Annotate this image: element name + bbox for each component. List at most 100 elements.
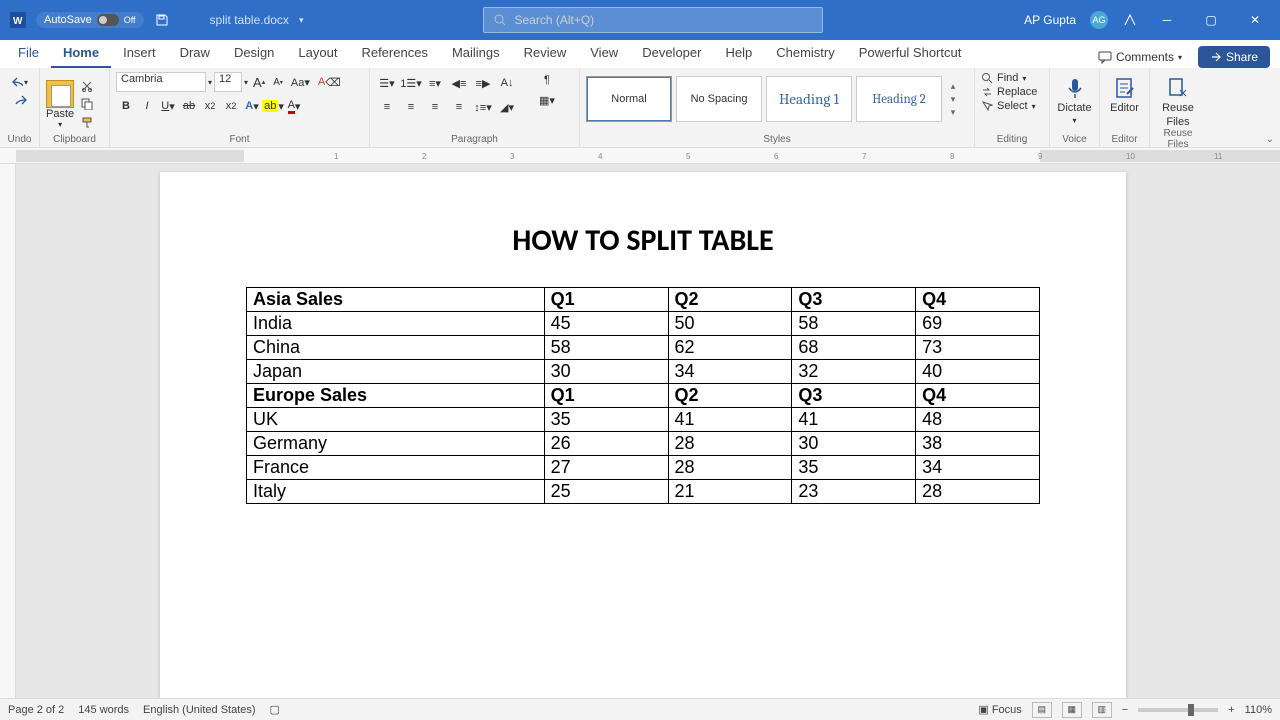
vertical-ruler[interactable]: [0, 164, 16, 698]
underline-button[interactable]: U▾: [158, 96, 178, 116]
shrink-font-button[interactable]: A▾: [270, 75, 286, 90]
table-cell[interactable]: 21: [668, 480, 792, 504]
table-cell[interactable]: 30: [792, 432, 916, 456]
table-cell[interactable]: Q1: [544, 288, 668, 312]
page-info[interactable]: Page 2 of 2: [8, 704, 64, 716]
tab-powerful-shortcut[interactable]: Powerful Shortcut: [847, 41, 974, 68]
tab-references[interactable]: References: [349, 41, 439, 68]
table-cell[interactable]: 27: [544, 456, 668, 480]
table-cell[interactable]: Q2: [668, 384, 792, 408]
tab-layout[interactable]: Layout: [286, 41, 349, 68]
font-size-select[interactable]: 12: [214, 72, 242, 92]
table-cell[interactable]: Q4: [916, 288, 1040, 312]
tab-developer[interactable]: Developer: [630, 41, 713, 68]
table-cell[interactable]: 35: [792, 456, 916, 480]
editor-button[interactable]: Editor: [1106, 70, 1143, 114]
table-cell[interactable]: 73: [916, 336, 1040, 360]
style-nospacing[interactable]: No Spacing: [676, 76, 762, 122]
font-size-chevron-icon[interactable]: ▾: [244, 78, 248, 87]
table-cell[interactable]: 45: [544, 312, 668, 336]
search-box[interactable]: Search (Alt+Q): [483, 7, 823, 33]
table-cell[interactable]: Germany: [247, 432, 545, 456]
coming-soon-icon[interactable]: [1122, 12, 1138, 28]
horizontal-ruler[interactable]: 1234567891011: [0, 148, 1280, 164]
justify-button[interactable]: ≡: [448, 96, 470, 118]
table-cell[interactable]: 28: [668, 432, 792, 456]
change-case-button[interactable]: Aa▾: [288, 74, 313, 91]
web-layout-button[interactable]: ▥: [1092, 702, 1112, 718]
align-left-button[interactable]: ≡: [376, 96, 398, 118]
collapse-ribbon-button[interactable]: ⌄: [1266, 134, 1274, 145]
bullets-button[interactable]: ☰▾: [376, 72, 398, 94]
autosave-toggle[interactable]: AutoSave Off: [36, 12, 144, 28]
table-cell[interactable]: 28: [916, 480, 1040, 504]
macro-record-icon[interactable]: ▢: [270, 703, 280, 716]
minimize-button[interactable]: ─: [1152, 13, 1182, 27]
grow-font-button[interactable]: A▴: [250, 73, 268, 92]
table-cell[interactable]: 28: [668, 456, 792, 480]
font-color-button[interactable]: A▾: [284, 96, 304, 116]
font-name-select[interactable]: Cambria: [116, 72, 206, 92]
table-cell[interactable]: Asia Sales: [247, 288, 545, 312]
replace-button[interactable]: Replace: [981, 86, 1043, 98]
share-button[interactable]: Share: [1198, 46, 1270, 68]
align-right-button[interactable]: ≡: [424, 96, 446, 118]
show-marks-button[interactable]: ¶: [536, 72, 558, 88]
tab-mailings[interactable]: Mailings: [440, 41, 512, 68]
reuse-files-button[interactable]: Reuse Files: [1156, 70, 1200, 128]
italic-button[interactable]: I: [137, 96, 157, 116]
table-cell[interactable]: 34: [916, 456, 1040, 480]
tab-chemistry[interactable]: Chemistry: [764, 41, 847, 68]
zoom-out-button[interactable]: −: [1122, 704, 1128, 716]
highlight-button[interactable]: ab▾: [263, 96, 283, 116]
find-button[interactable]: Find▾: [981, 72, 1043, 84]
clear-format-button[interactable]: A⌫: [315, 74, 344, 91]
increase-indent-button[interactable]: ≡▶: [472, 72, 494, 94]
document-page[interactable]: HOW TO SPLIT TABLE Asia SalesQ1Q2Q3Q4Ind…: [160, 172, 1126, 698]
superscript-button[interactable]: x2: [221, 96, 241, 116]
style-heading2[interactable]: Heading 2: [856, 76, 942, 122]
numbering-button[interactable]: 1☰▾: [400, 72, 422, 94]
tab-insert[interactable]: Insert: [111, 41, 168, 68]
table-cell[interactable]: 35: [544, 408, 668, 432]
zoom-in-button[interactable]: +: [1228, 704, 1234, 716]
table-cell[interactable]: Q1: [544, 384, 668, 408]
filename-chevron-icon[interactable]: ▾: [299, 15, 304, 26]
table-cell[interactable]: 34: [668, 360, 792, 384]
table-cell[interactable]: 58: [792, 312, 916, 336]
strike-button[interactable]: ab: [179, 96, 199, 116]
shading-button[interactable]: ◢▾: [496, 96, 518, 118]
table-cell[interactable]: 26: [544, 432, 668, 456]
table-cell[interactable]: 50: [668, 312, 792, 336]
tab-draw[interactable]: Draw: [168, 41, 222, 68]
table-cell[interactable]: Europe Sales: [247, 384, 545, 408]
table-cell[interactable]: India: [247, 312, 545, 336]
table-cell[interactable]: 25: [544, 480, 668, 504]
table-cell[interactable]: Q3: [792, 384, 916, 408]
save-icon[interactable]: [154, 12, 170, 28]
table-cell[interactable]: 40: [916, 360, 1040, 384]
paste-chevron-icon[interactable]: ▾: [58, 120, 62, 129]
table-cell[interactable]: Q4: [916, 384, 1040, 408]
redo-button[interactable]: [8, 92, 31, 108]
subscript-button[interactable]: x2: [200, 96, 220, 116]
table-cell[interactable]: 68: [792, 336, 916, 360]
styles-more-button[interactable]: ▴▾▾: [946, 81, 960, 118]
multilevel-button[interactable]: ≡▾: [424, 72, 446, 94]
text-effects-button[interactable]: A▾: [242, 96, 262, 116]
table-cell[interactable]: Q3: [792, 288, 916, 312]
table-cell[interactable]: Japan: [247, 360, 545, 384]
cut-button[interactable]: [78, 78, 96, 94]
table-cell[interactable]: 58: [544, 336, 668, 360]
table-cell[interactable]: Italy: [247, 480, 545, 504]
table-cell[interactable]: China: [247, 336, 545, 360]
font-name-chevron-icon[interactable]: ▾: [208, 78, 212, 87]
table-cell[interactable]: 30: [544, 360, 668, 384]
zoom-slider[interactable]: [1138, 708, 1218, 712]
decrease-indent-button[interactable]: ◀≡: [448, 72, 470, 94]
style-normal[interactable]: Normal: [586, 76, 672, 122]
table-cell[interactable]: Q2: [668, 288, 792, 312]
select-button[interactable]: Select▾: [981, 100, 1043, 112]
table-cell[interactable]: 41: [792, 408, 916, 432]
sort-button[interactable]: A↓: [496, 72, 518, 94]
